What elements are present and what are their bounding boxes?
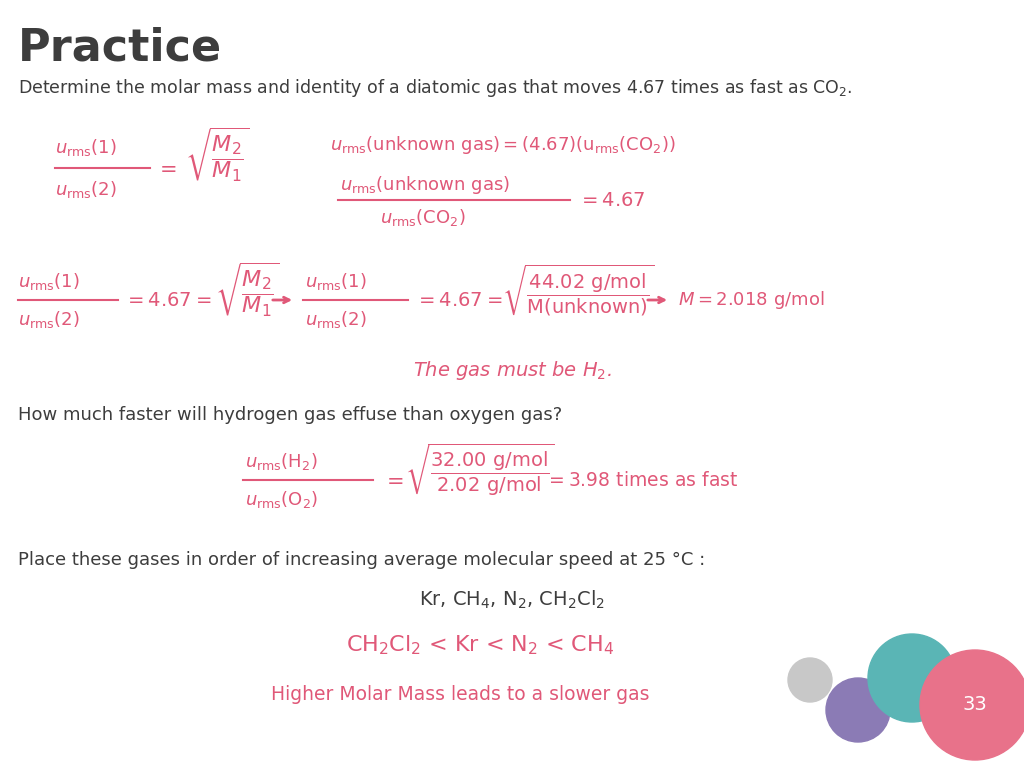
Text: $\sqrt{\dfrac{32.00\ \rm g/mol}{2.02\ \rm g/mol}}$: $\sqrt{\dfrac{32.00\ \rm g/mol}{2.02\ \r… [406, 442, 555, 498]
Text: $u_{\rm rms}(2)$: $u_{\rm rms}(2)$ [18, 310, 80, 330]
Text: 33: 33 [963, 696, 987, 714]
Text: $\sqrt{\dfrac{M_2}{M_1}}$: $\sqrt{\dfrac{M_2}{M_1}}$ [185, 126, 249, 184]
Text: $u_{\rm rms}(2)$: $u_{\rm rms}(2)$ [305, 310, 367, 330]
Circle shape [920, 650, 1024, 760]
Text: $= 4.67 =$: $= 4.67 =$ [415, 290, 503, 310]
Text: $=$: $=$ [382, 470, 403, 490]
Text: $u_{\rm rms}(\rm unknown\ gas) = (4.67)(u_{\rm rms}(CO_2))$: $u_{\rm rms}(\rm unknown\ gas) = (4.67)(… [330, 134, 676, 156]
Text: The gas must be H$_2$.: The gas must be H$_2$. [413, 359, 611, 382]
Text: $u_{\rm rms}(\rm CO_2)$: $u_{\rm rms}(\rm CO_2)$ [380, 207, 466, 229]
Text: $=$: $=$ [155, 158, 176, 178]
Text: $M = 2.018\ \rm g/mol$: $M = 2.018\ \rm g/mol$ [678, 289, 824, 311]
Text: Higher Molar Mass leads to a slower gas: Higher Molar Mass leads to a slower gas [270, 686, 649, 704]
Text: Practice: Practice [18, 27, 222, 69]
Text: $\sqrt{\dfrac{44.02\ \rm g/mol}{\rm M(unknown)}}$: $\sqrt{\dfrac{44.02\ \rm g/mol}{\rm M(un… [502, 263, 654, 318]
Text: $= 3.98\ \rm times\ as\ fast$: $= 3.98\ \rm times\ as\ fast$ [545, 471, 738, 489]
Text: CH$_2$Cl$_2$ < Kr < N$_2$ < CH$_4$: CH$_2$Cl$_2$ < Kr < N$_2$ < CH$_4$ [346, 633, 614, 657]
Circle shape [868, 634, 956, 722]
Text: $\sqrt{\dfrac{M_2}{M_1}}$: $\sqrt{\dfrac{M_2}{M_1}}$ [215, 260, 280, 319]
Text: Place these gases in order of increasing average molecular speed at 25 °C :: Place these gases in order of increasing… [18, 551, 706, 569]
Text: $= 4.67 =$: $= 4.67 =$ [124, 290, 212, 310]
Text: Kr, CH$_4$, N$_2$, CH$_2$Cl$_2$: Kr, CH$_4$, N$_2$, CH$_2$Cl$_2$ [419, 589, 605, 611]
Circle shape [788, 658, 831, 702]
Text: $u_{\rm rms}(\rm unknown\ gas)$: $u_{\rm rms}(\rm unknown\ gas)$ [340, 174, 510, 196]
Text: How much faster will hydrogen gas effuse than oxygen gas?: How much faster will hydrogen gas effuse… [18, 406, 562, 424]
Text: $u_{\rm rms}(1)$: $u_{\rm rms}(1)$ [305, 272, 367, 293]
Circle shape [826, 678, 890, 742]
Text: $u_{\rm rms}(1)$: $u_{\rm rms}(1)$ [55, 137, 117, 158]
Text: $u_{\rm rms}(1)$: $u_{\rm rms}(1)$ [18, 272, 80, 293]
Text: $u_{\rm rms}(\rm H_2)$: $u_{\rm rms}(\rm H_2)$ [245, 452, 317, 472]
Text: Determine the molar mass and identity of a diatomic gas that moves 4.67 times as: Determine the molar mass and identity of… [18, 77, 853, 99]
Text: $u_{\rm rms}(\rm O_2)$: $u_{\rm rms}(\rm O_2)$ [245, 489, 318, 511]
Text: $= 4.67$: $= 4.67$ [578, 190, 646, 210]
Text: $u_{\rm rms}(2)$: $u_{\rm rms}(2)$ [55, 180, 117, 200]
